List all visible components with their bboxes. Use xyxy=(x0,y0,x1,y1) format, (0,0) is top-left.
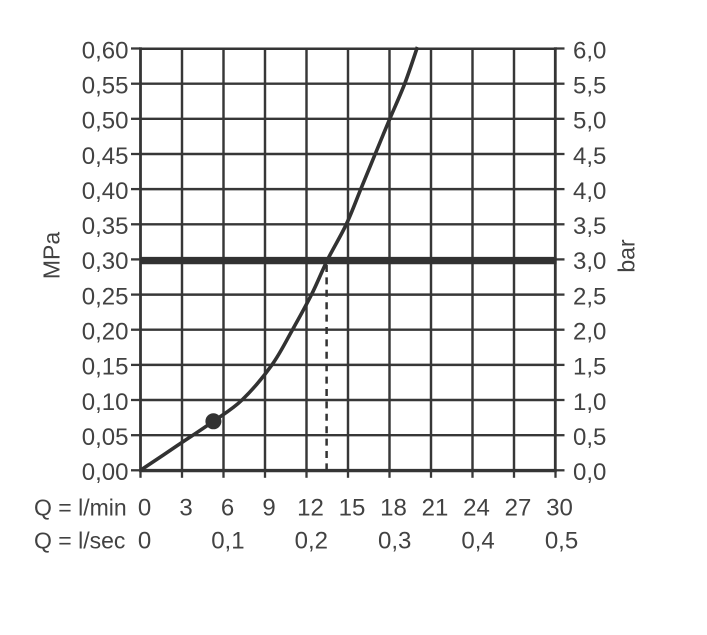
svg-text:0,20: 0,20 xyxy=(82,319,129,346)
svg-text:15: 15 xyxy=(339,495,366,522)
svg-text:Q = l/min: Q = l/min xyxy=(34,495,127,521)
svg-text:0,1: 0,1 xyxy=(211,528,244,555)
svg-text:2,5: 2,5 xyxy=(573,283,606,310)
svg-text:27: 27 xyxy=(505,495,532,522)
svg-text:30: 30 xyxy=(546,495,573,522)
svg-text:21: 21 xyxy=(422,495,449,522)
svg-text:4,5: 4,5 xyxy=(573,143,606,170)
svg-text:4,0: 4,0 xyxy=(573,178,606,205)
svg-text:3,5: 3,5 xyxy=(573,213,606,240)
svg-text:0,10: 0,10 xyxy=(82,389,129,416)
svg-text:0,35: 0,35 xyxy=(82,213,129,240)
svg-text:0,05: 0,05 xyxy=(82,424,129,451)
svg-text:0,0: 0,0 xyxy=(573,459,606,486)
svg-text:0,50: 0,50 xyxy=(82,108,129,135)
svg-text:24: 24 xyxy=(463,495,490,522)
svg-text:0,45: 0,45 xyxy=(82,143,129,170)
svg-text:MPa: MPa xyxy=(39,232,65,280)
svg-text:3: 3 xyxy=(179,495,192,522)
svg-text:0,30: 0,30 xyxy=(82,248,129,275)
svg-text:0,00: 0,00 xyxy=(82,459,129,486)
svg-text:0,4: 0,4 xyxy=(461,528,494,555)
svg-text:0,2: 0,2 xyxy=(295,528,328,555)
svg-text:0,3: 0,3 xyxy=(378,528,411,555)
svg-text:0,60: 0,60 xyxy=(82,37,129,64)
svg-text:1,5: 1,5 xyxy=(573,354,606,381)
svg-text:0: 0 xyxy=(138,495,151,522)
svg-text:Q = l/sec: Q = l/sec xyxy=(34,528,125,554)
svg-text:6: 6 xyxy=(221,495,234,522)
svg-text:9: 9 xyxy=(262,495,275,522)
svg-text:0: 0 xyxy=(138,528,151,555)
svg-text:0,15: 0,15 xyxy=(82,354,129,381)
svg-text:2,0: 2,0 xyxy=(573,319,606,346)
svg-text:0,55: 0,55 xyxy=(82,73,129,100)
svg-text:1,0: 1,0 xyxy=(573,389,606,416)
svg-text:0,40: 0,40 xyxy=(82,178,129,205)
svg-text:0,5: 0,5 xyxy=(545,528,578,555)
svg-text:18: 18 xyxy=(380,495,407,522)
svg-text:6,0: 6,0 xyxy=(573,37,606,64)
svg-text:5,5: 5,5 xyxy=(573,73,606,100)
svg-text:3,0: 3,0 xyxy=(573,248,606,275)
svg-text:0,5: 0,5 xyxy=(573,424,606,451)
svg-text:bar: bar xyxy=(614,239,640,273)
svg-text:12: 12 xyxy=(297,495,324,522)
svg-text:0,25: 0,25 xyxy=(82,283,129,310)
svg-text:5,0: 5,0 xyxy=(573,108,606,135)
